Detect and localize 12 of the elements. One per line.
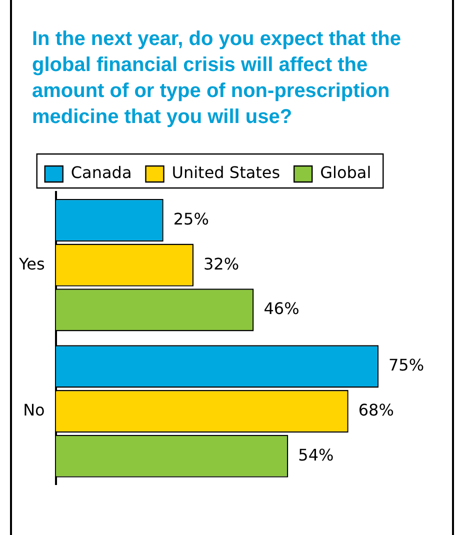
data-label: 32%: [203, 254, 240, 274]
data-label: 25%: [173, 209, 209, 228]
y-tick-label: No: [23, 400, 45, 420]
data-label: 75%: [388, 356, 424, 375]
legend-label: Canada: [70, 163, 132, 182]
chart-title: In the next year, do you expect that the global financial crisis will affect the amount of or type of non-prescription medicine that you will use?: [32, 27, 402, 130]
data-label: 68%: [358, 400, 394, 420]
legend-label: United States: [172, 163, 280, 182]
data-label: 46%: [264, 299, 300, 318]
legend-label: Global: [320, 163, 372, 182]
data-label: 54%: [298, 445, 334, 464]
y-tick-label: Yes: [18, 254, 45, 274]
